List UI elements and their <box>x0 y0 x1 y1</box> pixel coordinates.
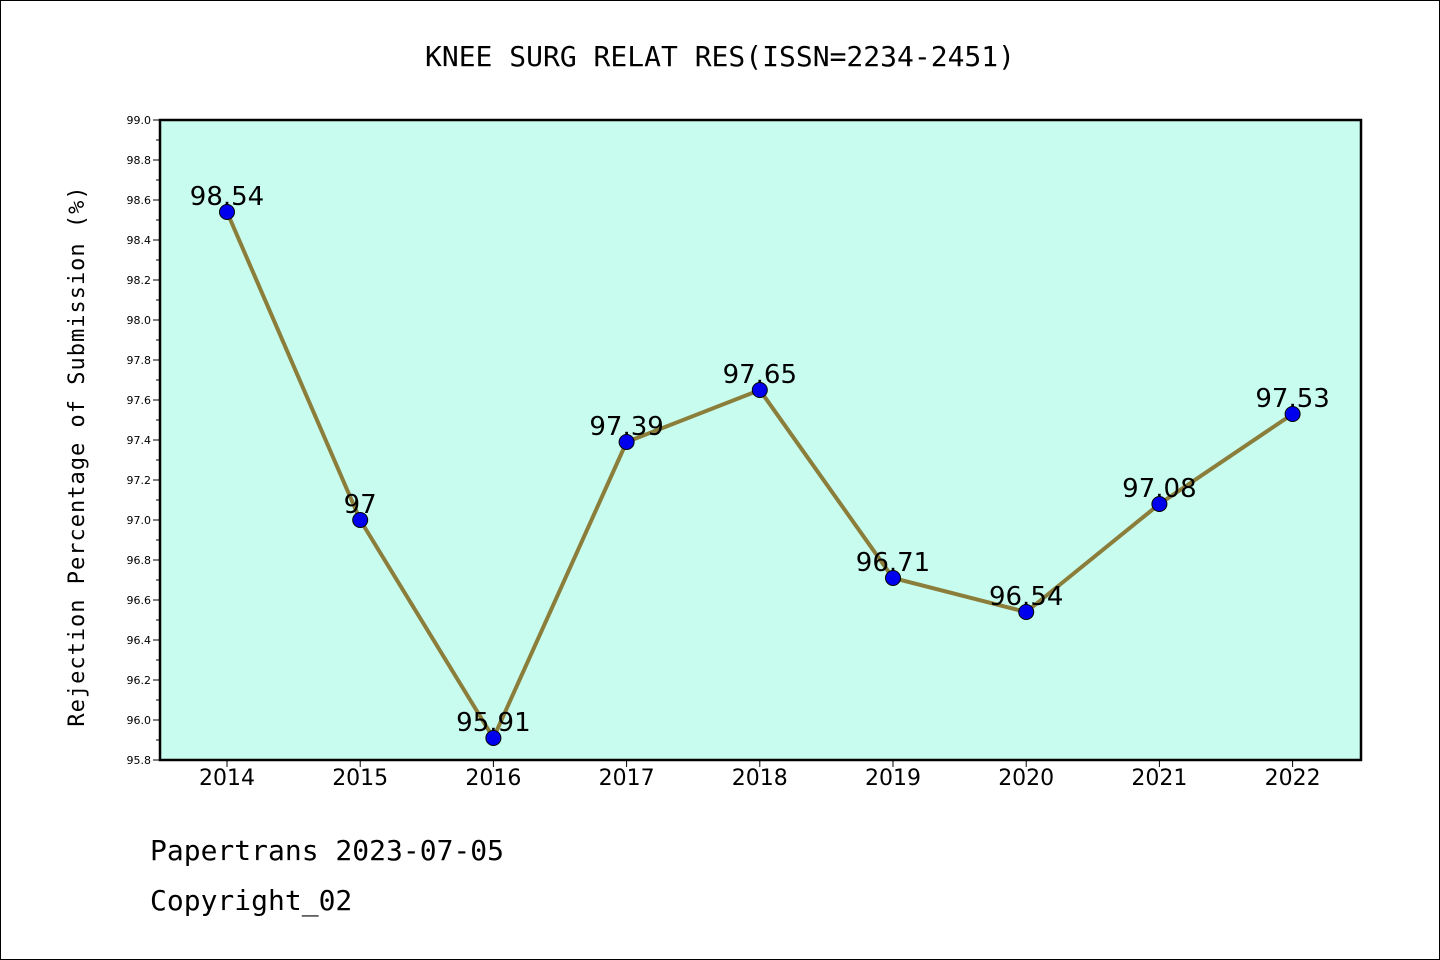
y-tick-label: 96.4 <box>127 634 152 647</box>
data-point <box>352 512 369 528</box>
y-tick-label: 98.6 <box>127 194 152 207</box>
data-markers <box>219 204 1301 746</box>
data-labels: 98.54 97 95.91 97.39 97.65 96.71 96.54 97.08 97.… <box>190 182 1330 738</box>
data-label: 97.53 <box>1255 384 1329 414</box>
x-axis-ticks: 2014 2015 2016 2017 2018 2019 2020 2021 2022 <box>199 760 1321 791</box>
x-tick-label: 2016 <box>465 766 521 791</box>
data-point <box>219 204 235 220</box>
plot-area <box>158 118 1363 762</box>
data-label: 98.54 <box>190 182 264 212</box>
x-tick-label: 2021 <box>1131 766 1187 791</box>
y-tick-label: 98.8 <box>127 154 152 167</box>
data-point <box>485 730 502 746</box>
y-tick-label: 95.8 <box>127 754 152 767</box>
data-label: 96.54 <box>989 582 1063 612</box>
y-tick-label: 96.2 <box>127 674 152 687</box>
footer-copyright: Copyright_02 <box>150 884 353 917</box>
y-tick-label: 98.0 <box>127 314 152 327</box>
y-tick-label: 96.8 <box>127 554 152 567</box>
y-tick-label: 97.4 <box>127 434 152 447</box>
y-tick-label: 98.2 <box>127 274 152 287</box>
y-tick-label: 98.4 <box>127 234 152 247</box>
data-label: 97 <box>344 490 377 520</box>
x-tick-label: 2022 <box>1265 766 1321 791</box>
y-axis-label: Rejection Percentage of Submission (%) <box>65 185 90 726</box>
data-point <box>1018 604 1035 620</box>
y-tick-label: 99.0 <box>127 114 152 127</box>
data-label: 97.65 <box>723 360 797 390</box>
y-axis-ticks: 95.8 96.0 96.2 96.4 96.6 96.8 97.0 97.2 97.4 97.6… <box>127 114 160 767</box>
chart-title: KNEE SURG RELAT RES(ISSN=2234-2451) <box>425 40 1015 73</box>
x-tick-label: 2015 <box>332 766 388 791</box>
y-tick-label: 97.6 <box>127 394 152 407</box>
y-tick-label: 96.0 <box>127 714 152 727</box>
data-label: 95.91 <box>456 708 530 738</box>
data-point <box>1284 406 1301 422</box>
data-label: 97.08 <box>1122 474 1196 504</box>
data-label: 96.71 <box>856 548 930 578</box>
y-tick-label: 97.8 <box>127 354 152 367</box>
x-tick-label: 2014 <box>199 766 255 791</box>
footer-source: Papertrans 2023-07-05 <box>150 834 505 867</box>
x-tick-label: 2019 <box>865 766 921 791</box>
y-tick-label: 97.0 <box>127 514 152 527</box>
data-point <box>751 382 768 398</box>
y-tick-label: 96.6 <box>127 594 152 607</box>
data-point <box>885 570 901 586</box>
y-tick-label: 97.2 <box>127 474 152 487</box>
x-tick-label: 2018 <box>732 766 788 791</box>
data-point <box>1151 496 1168 512</box>
x-tick-label: 2017 <box>599 766 655 791</box>
x-tick-label: 2020 <box>998 766 1054 791</box>
data-point <box>618 434 635 450</box>
data-label: 97.39 <box>589 412 663 442</box>
